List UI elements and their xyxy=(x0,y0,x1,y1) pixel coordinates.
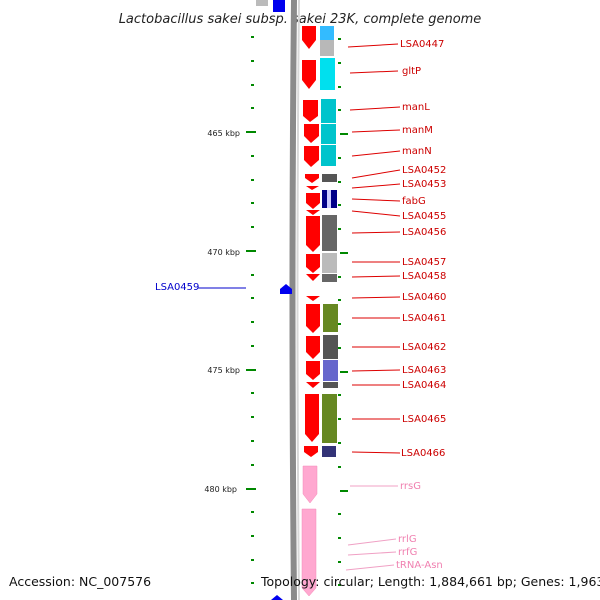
gene-arrow-lsa0466[interactable] xyxy=(304,446,318,457)
gene-arrow-lsa0463[interactable] xyxy=(306,361,320,380)
category-block xyxy=(322,274,337,282)
gene-label-rrsg[interactable]: rrsG xyxy=(400,481,421,492)
category-block xyxy=(323,335,338,359)
gene-arrow-bottom-blue xyxy=(271,595,283,600)
category-block xyxy=(320,26,334,40)
label-leader-lines xyxy=(198,43,401,571)
gene-label-lsa0465[interactable]: LSA0465 xyxy=(402,414,446,425)
category-block xyxy=(322,174,337,182)
gene-arrow-lsa0458[interactable] xyxy=(306,274,320,281)
gene-arrow-gltp[interactable] xyxy=(302,60,316,89)
gene-arrow-lsa0457[interactable] xyxy=(306,254,320,273)
gene-label-lsa0453[interactable]: LSA0453 xyxy=(402,179,446,190)
gene-label-lsa0456[interactable]: LSA0456 xyxy=(402,227,446,238)
gene-labels: LSA0447 gltP manL manM manN LSA0452 LSA0… xyxy=(155,39,446,571)
category-block xyxy=(322,215,337,251)
category-block xyxy=(322,394,337,443)
tick-marks xyxy=(246,36,348,586)
category-block xyxy=(321,99,336,123)
footer-summary: Topology: circular; Length: 1,884,661 bp… xyxy=(260,574,600,589)
gene-arrow-lsa0460[interactable] xyxy=(306,296,320,301)
category-block xyxy=(321,145,336,166)
gene-label-trna-asn[interactable]: tRNA-Asn xyxy=(396,560,443,571)
gene-arrow-lsa0453[interactable] xyxy=(306,186,319,190)
map-title: Lactobacillus sakei subsp. sakei 23K, co… xyxy=(119,12,482,27)
gene-label-lsa0455[interactable]: LSA0455 xyxy=(402,211,446,222)
gene-label-lsa0462[interactable]: LSA0462 xyxy=(402,342,446,353)
gene-label-lsa0452[interactable]: LSA0452 xyxy=(402,165,446,176)
category-block xyxy=(322,446,336,457)
gene-arrow-lsa0456[interactable] xyxy=(306,216,320,252)
gene-label-manl[interactable]: manL xyxy=(402,102,430,113)
gene-arrow-lsa0464[interactable] xyxy=(306,382,320,388)
scale-label-475: 475 kbp xyxy=(207,366,240,375)
gene-arrow-lsa0452[interactable] xyxy=(305,174,319,183)
gene-label-lsa0464[interactable]: LSA0464 xyxy=(402,380,446,391)
gene-label-lsa0463[interactable]: LSA0463 xyxy=(402,365,446,376)
gene-arrow-lsa0461[interactable] xyxy=(306,304,320,333)
forward-strand-genes xyxy=(302,26,320,457)
rrna-genes xyxy=(301,465,318,597)
gene-label-gltp[interactable]: gltP xyxy=(402,66,421,77)
gene-arrow-rrlg[interactable] xyxy=(301,508,317,597)
category-block xyxy=(323,304,338,332)
category-block-stripe xyxy=(327,190,331,208)
gene-label-lsa0461[interactable]: LSA0461 xyxy=(402,313,446,324)
gene-label-fabg[interactable]: fabG xyxy=(402,196,426,207)
gene-label-lsa0458[interactable]: LSA0458 xyxy=(402,271,446,282)
gene-arrow-mann[interactable] xyxy=(304,146,319,167)
gene-label-lsa0447[interactable]: LSA0447 xyxy=(400,39,444,50)
gene-label-lsa0466[interactable]: LSA0466 xyxy=(401,448,445,459)
gene-arrow-lsa0455[interactable] xyxy=(306,210,320,215)
feature-top-gray xyxy=(256,0,268,6)
gene-arrow-rrsg[interactable] xyxy=(302,465,318,504)
gene-label-lsa0460[interactable]: LSA0460 xyxy=(402,292,446,303)
category-block xyxy=(323,360,338,381)
scale-label-470: 470 kbp xyxy=(207,248,240,257)
category-block xyxy=(321,124,336,144)
category-block xyxy=(322,253,337,273)
gene-arrow-manl[interactable] xyxy=(303,100,318,122)
gene-label-rrlg[interactable]: rrlG xyxy=(398,534,417,545)
category-blocks xyxy=(320,26,338,457)
gene-label-lsa0459[interactable]: LSA0459 xyxy=(155,282,199,293)
category-block xyxy=(320,58,335,90)
gene-arrow-lsa0465[interactable] xyxy=(305,394,319,442)
gene-label-manm[interactable]: manM xyxy=(402,125,433,136)
scale-label-465: 465 kbp xyxy=(207,129,240,138)
category-block xyxy=(323,382,338,388)
gene-label-rrfg[interactable]: rrfG xyxy=(398,547,417,558)
gene-arrow-lsa0447[interactable] xyxy=(302,26,316,49)
feature-top-blue xyxy=(273,0,285,12)
genome-backbone-highlight xyxy=(296,0,300,600)
gene-label-lsa0457[interactable]: LSA0457 xyxy=(402,257,446,268)
gene-label-mann[interactable]: manN xyxy=(402,146,432,157)
gene-arrow-lsa0459[interactable] xyxy=(280,284,292,294)
gene-arrow-fabg[interactable] xyxy=(306,193,320,209)
gene-arrow-lsa0462[interactable] xyxy=(306,336,320,359)
category-block xyxy=(320,40,334,56)
scale-label-480: 480 kbp xyxy=(204,485,237,494)
footer-accession: Accession: NC_007576 xyxy=(9,574,151,589)
genome-backbone xyxy=(289,0,297,600)
scale-bar: 465 kbp 470 kbp 475 kbp 480 kbp xyxy=(204,129,240,494)
gene-arrow-manm[interactable] xyxy=(304,124,319,143)
